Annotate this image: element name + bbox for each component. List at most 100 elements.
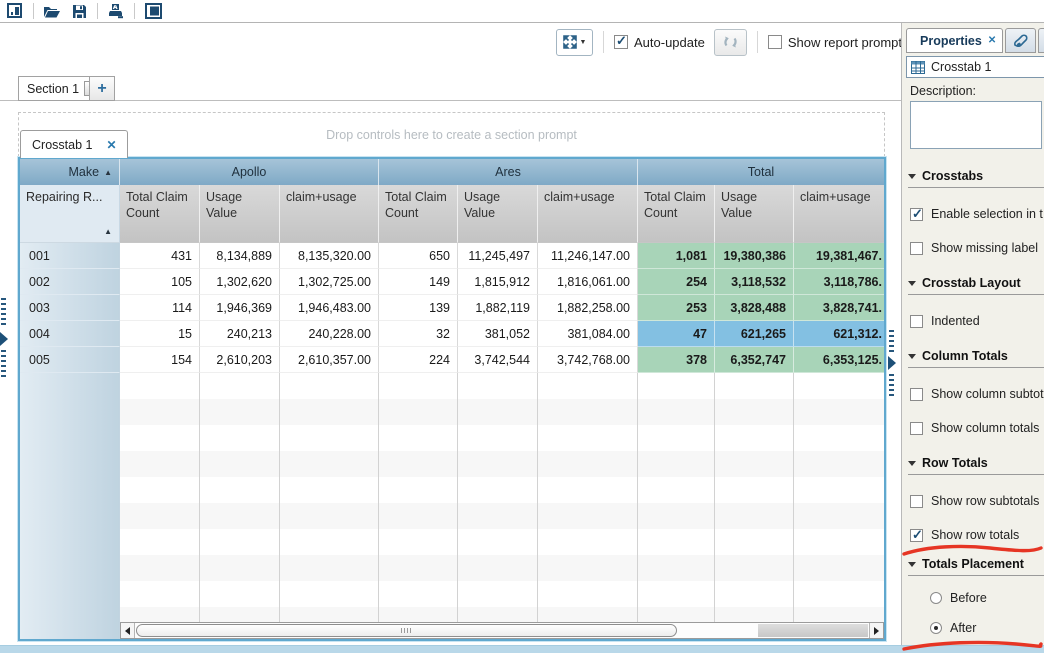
- group-header-apollo[interactable]: Apollo: [120, 159, 379, 185]
- cell[interactable]: 2,610,357.00: [280, 347, 379, 373]
- radio-button[interactable]: [930, 592, 942, 604]
- cell[interactable]: 15: [120, 321, 200, 347]
- total-cell[interactable]: 3,828,741.: [794, 295, 884, 321]
- panel-divider[interactable]: [901, 23, 902, 645]
- cell[interactable]: 114: [120, 295, 200, 321]
- measure-header[interactable]: Total Claim Count: [120, 185, 200, 243]
- close-icon[interactable]: ✕: [106, 137, 117, 152]
- cell[interactable]: 105: [120, 269, 200, 295]
- indented-option[interactable]: Indented: [908, 313, 1044, 329]
- checkbox[interactable]: [910, 527, 923, 543]
- total-cell[interactable]: 254: [638, 269, 715, 295]
- add-section-button[interactable]: +: [89, 76, 115, 101]
- measure-header[interactable]: Usage Value: [200, 185, 280, 243]
- scroll-left-button[interactable]: [121, 623, 135, 638]
- measure-header[interactable]: Total Claim Count: [379, 185, 458, 243]
- section-totals-placement[interactable]: Totals Placement: [908, 557, 1044, 576]
- left-panel-expander[interactable]: [0, 298, 10, 380]
- cell[interactable]: 381,084.00: [538, 321, 638, 347]
- auto-update-checkbox[interactable]: [614, 33, 628, 49]
- section-prompt-dropzone[interactable]: Drop controls here to create a section p…: [18, 112, 885, 157]
- measure-header[interactable]: claim+usage: [538, 185, 638, 243]
- crosstab-table[interactable]: Make ▲ Apollo Ares Total Repairing R... …: [18, 157, 886, 641]
- close-icon[interactable]: ✕: [987, 35, 997, 46]
- row-label[interactable]: 003: [20, 295, 120, 321]
- scrollbar-thumb[interactable]: [136, 624, 678, 637]
- total-cell[interactable]: 1,081: [638, 243, 715, 269]
- show-row-subtotals-option[interactable]: Show row subtotals: [908, 493, 1044, 509]
- column-axis-header[interactable]: Make ▲: [20, 159, 120, 185]
- cell[interactable]: 3,742,544: [458, 347, 538, 373]
- export-pdf-icon[interactable]: [107, 3, 125, 20]
- checkbox[interactable]: [910, 241, 923, 255]
- total-cell[interactable]: 3,118,786.: [794, 269, 884, 295]
- measure-header[interactable]: claim+usage: [794, 185, 884, 243]
- show-column-totals-option[interactable]: Show column totals: [908, 420, 1044, 436]
- total-cell[interactable]: 19,380,386: [715, 243, 794, 269]
- show-report-prompts-toggle[interactable]: Show report prompts: [767, 35, 909, 50]
- cell[interactable]: 1,946,369: [200, 295, 280, 321]
- show-report-prompts-checkbox[interactable]: [767, 35, 782, 49]
- selected-total-cell[interactable]: 621,265: [715, 321, 794, 347]
- measure-header[interactable]: Usage Value: [458, 185, 538, 243]
- selected-total-cell[interactable]: 621,312.: [794, 321, 884, 347]
- cell[interactable]: 1,882,258.00: [538, 295, 638, 321]
- expand-right-arrow-icon[interactable]: [888, 356, 896, 370]
- measure-header[interactable]: Total Claim Count: [638, 185, 715, 243]
- totals-after-option[interactable]: After: [908, 620, 1044, 636]
- auto-update-toggle[interactable]: Auto-update: [614, 33, 705, 50]
- cell[interactable]: 11,246,147.00: [538, 243, 638, 269]
- total-cell[interactable]: 6,352,747: [715, 347, 794, 373]
- cell[interactable]: 1,815,912: [458, 269, 538, 295]
- checkbox[interactable]: [910, 206, 923, 222]
- cell[interactable]: 11,245,497: [458, 243, 538, 269]
- cell[interactable]: 1,816,061.00: [538, 269, 638, 295]
- tab-style[interactable]: [1005, 28, 1036, 53]
- tab-clipped[interactable]: [1038, 28, 1044, 53]
- radio-button[interactable]: [930, 622, 942, 634]
- selected-total-cell[interactable]: 47: [638, 321, 715, 347]
- cell[interactable]: 1,882,119: [458, 295, 538, 321]
- section-column-totals[interactable]: Column Totals: [908, 349, 1044, 368]
- cell[interactable]: 3,742,768.00: [538, 347, 638, 373]
- show-row-totals-option[interactable]: Show row totals: [908, 527, 1044, 543]
- horizontal-scrollbar[interactable]: [120, 622, 884, 639]
- group-header-ares[interactable]: Ares: [379, 159, 638, 185]
- refresh-button[interactable]: [713, 28, 747, 56]
- selected-object-box[interactable]: Crosstab 1: [906, 56, 1044, 78]
- open-icon[interactable]: [43, 3, 61, 20]
- cell[interactable]: 32: [379, 321, 458, 347]
- total-cell[interactable]: 3,118,532: [715, 269, 794, 295]
- cell[interactable]: 8,134,889: [200, 243, 280, 269]
- cell[interactable]: 1,302,620: [200, 269, 280, 295]
- section-crosstab-layout[interactable]: Crosstab Layout: [908, 276, 1044, 295]
- cell[interactable]: 2,610,203: [200, 347, 280, 373]
- row-label[interactable]: 005: [20, 347, 120, 373]
- cell[interactable]: 139: [379, 295, 458, 321]
- measure-header[interactable]: Usage Value: [715, 185, 794, 243]
- checkbox[interactable]: [910, 387, 923, 401]
- cell[interactable]: 431: [120, 243, 200, 269]
- layout-icon[interactable]: [144, 3, 162, 20]
- section-row-totals[interactable]: Row Totals: [908, 456, 1044, 475]
- cell[interactable]: 1,302,725.00: [280, 269, 379, 295]
- row-label[interactable]: 001: [20, 243, 120, 269]
- enable-selection-option[interactable]: Enable selection in t: [908, 206, 1044, 222]
- save-icon[interactable]: [70, 3, 88, 20]
- show-missing-labels-option[interactable]: Show missing label: [908, 240, 1044, 256]
- totals-before-option[interactable]: Before: [908, 590, 1044, 606]
- description-textarea[interactable]: [910, 101, 1042, 149]
- row-label[interactable]: 002: [20, 269, 120, 295]
- checkbox[interactable]: [910, 314, 923, 328]
- expand-right-arrow-icon[interactable]: [0, 332, 8, 346]
- cell[interactable]: 650: [379, 243, 458, 269]
- report-icon[interactable]: [6, 3, 24, 20]
- right-panel-expander[interactable]: [888, 330, 898, 396]
- tab-properties[interactable]: Properties ✕: [906, 28, 1003, 53]
- cell[interactable]: 240,228.00: [280, 321, 379, 347]
- section-tab[interactable]: Section 1 ▼: [18, 76, 101, 101]
- total-cell[interactable]: 19,381,467.: [794, 243, 884, 269]
- resize-view-button[interactable]: ▼: [556, 28, 593, 56]
- total-cell[interactable]: 6,353,125.: [794, 347, 884, 373]
- group-header-total[interactable]: Total: [638, 159, 884, 185]
